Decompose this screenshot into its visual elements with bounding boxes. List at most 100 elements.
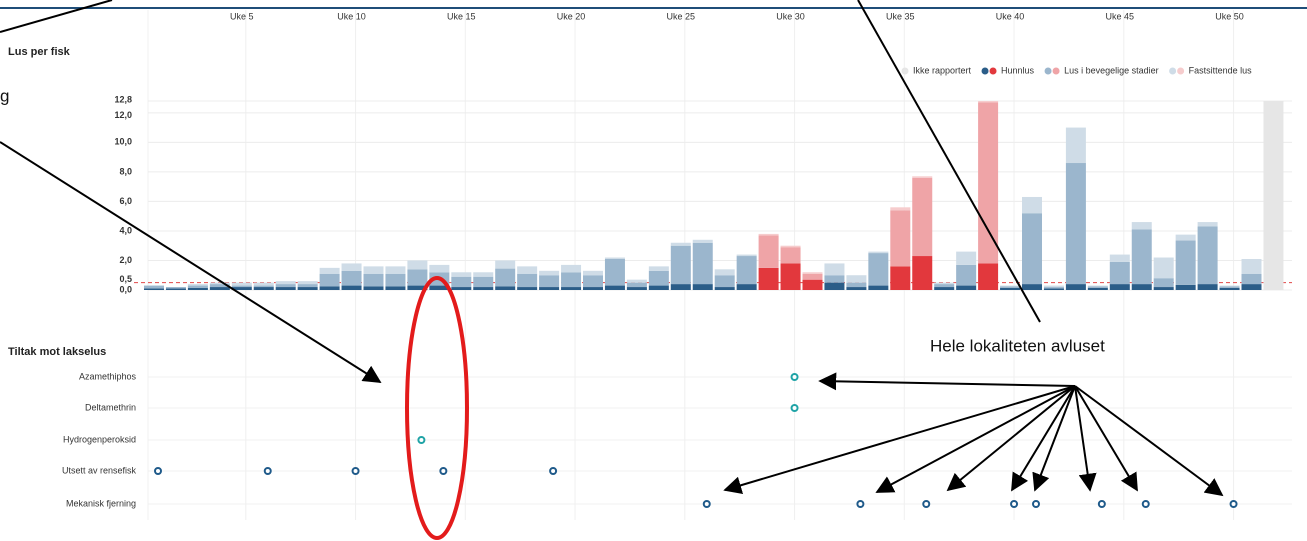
legend-label: Ikke rapportert — [913, 65, 972, 75]
dot-title: Tiltak mot lakselus — [8, 346, 106, 358]
bar-segment — [604, 258, 625, 286]
bar-segment — [253, 282, 274, 286]
bar-segment — [868, 251, 889, 254]
bar-segment — [758, 233, 779, 236]
bar-segment — [1175, 284, 1196, 290]
bar-segment — [758, 267, 779, 290]
bar-segment — [144, 285, 164, 289]
bar-segment — [1241, 284, 1262, 290]
x-tick-label: Uke 20 — [557, 11, 586, 21]
bar-segment — [187, 285, 208, 288]
bar-segment — [385, 266, 406, 274]
bar-segment — [802, 273, 823, 280]
legend-label: Fastsittende lus — [1189, 65, 1253, 75]
bar-segment — [1131, 222, 1152, 230]
bar-segment — [1000, 285, 1021, 287]
bar-segment — [802, 272, 823, 274]
bar-segment — [495, 260, 516, 269]
bar-segment — [495, 286, 516, 290]
bar-segment — [1087, 285, 1108, 287]
bar-segment — [692, 284, 713, 290]
bar-segment — [780, 263, 801, 290]
x-tick-label: Uke 50 — [1215, 11, 1244, 21]
bar-segment — [692, 242, 713, 285]
bar-segment — [539, 275, 560, 288]
y-tick-label: 10,0 — [114, 137, 132, 147]
bar-segment — [934, 284, 955, 288]
bar-segment — [319, 286, 340, 290]
y-tick-label: 12,8 — [114, 94, 132, 104]
bar-segment — [275, 281, 296, 285]
bar-segment — [956, 251, 977, 265]
bar-segment — [517, 266, 538, 274]
bar-segment — [539, 270, 560, 276]
bar-segment — [890, 210, 911, 267]
bar-segment — [868, 285, 889, 290]
y-tick-label: 8,0 — [119, 166, 132, 176]
y-tick-label: 12,0 — [114, 110, 132, 120]
bar-segment — [692, 239, 713, 243]
bar-segment — [319, 267, 340, 274]
bar-segment — [583, 287, 603, 290]
bar-segment — [1022, 196, 1042, 214]
bar-segment — [539, 287, 560, 290]
x-tick-label: Uke 35 — [886, 11, 915, 21]
y-tick-label: 0,5 — [119, 274, 132, 284]
bar-segment — [604, 257, 625, 259]
bar-segment — [758, 235, 779, 268]
bar-segment — [1219, 287, 1240, 290]
bar-segment — [385, 286, 406, 290]
y-tick-label: 6,0 — [119, 196, 132, 206]
treatment-dot — [922, 500, 931, 508]
bar-segment — [1153, 287, 1174, 290]
treatment-dot — [549, 467, 558, 475]
bar-segment — [846, 287, 867, 290]
y-tick-label: 2,0 — [119, 255, 132, 265]
treatment-dot — [790, 404, 799, 412]
bar-segment — [209, 284, 230, 288]
treatment-dot — [351, 467, 360, 475]
bar-segment — [517, 287, 538, 290]
bar-segment — [1109, 261, 1130, 285]
bar-segment — [407, 269, 428, 286]
bar-segment — [736, 254, 757, 257]
bar-segment — [956, 285, 977, 290]
x-tick-label: Uke 5 — [230, 11, 254, 21]
bar-title: Lus per fisk — [8, 46, 71, 58]
bar-segment — [363, 273, 384, 287]
x-tick-label: Uke 15 — [447, 11, 476, 21]
bar-segment — [583, 270, 603, 276]
bar-segment — [1087, 287, 1108, 290]
bar-segment — [626, 279, 647, 283]
treatment-dot — [790, 373, 799, 381]
bar-segment — [275, 287, 296, 290]
bar-segment — [648, 270, 669, 286]
bar-segment — [297, 284, 318, 288]
bar-segment — [824, 282, 845, 290]
bar-segment — [319, 273, 340, 287]
bar-segment — [1197, 222, 1218, 227]
bar-segment — [714, 287, 735, 290]
bar-segment — [473, 272, 494, 277]
bar-segment — [1197, 226, 1218, 285]
bar-segment — [1065, 127, 1086, 164]
bar-segment — [231, 282, 252, 286]
treatment-dot — [1097, 500, 1106, 508]
bar-segment — [144, 288, 164, 290]
bar-segment — [1000, 286, 1021, 288]
treatment-dot — [263, 467, 272, 475]
x-tick-label: Uke 45 — [1106, 11, 1135, 21]
bar-segment — [1175, 240, 1196, 285]
bar-segment — [1219, 286, 1240, 288]
bar-segment — [451, 272, 472, 277]
bar-segment — [714, 269, 735, 276]
bar-segment — [912, 176, 933, 178]
x-tick-label: Uke 40 — [996, 11, 1025, 21]
bar-segment — [495, 268, 516, 287]
treatment-dot — [154, 467, 162, 475]
bar-segment — [890, 207, 911, 211]
bar-segment — [1175, 234, 1196, 241]
legend-swatch — [989, 67, 997, 75]
bar-segment — [1109, 254, 1130, 262]
